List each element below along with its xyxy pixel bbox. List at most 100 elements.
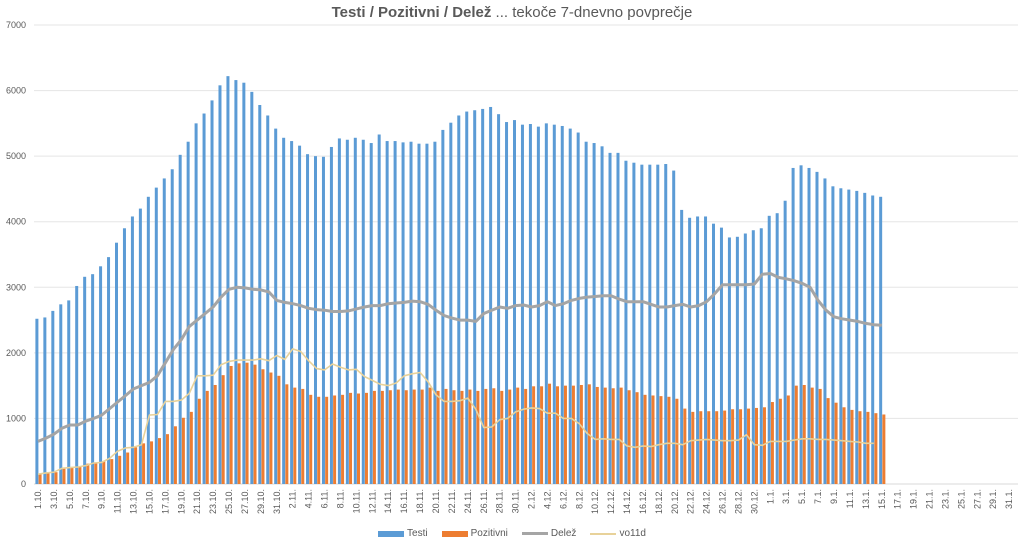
bar-testi bbox=[632, 162, 636, 484]
line-dele bbox=[37, 272, 882, 443]
bar-testi bbox=[672, 170, 676, 484]
bar-pozitivni bbox=[110, 459, 114, 484]
bar-pozitivni bbox=[94, 463, 98, 484]
bar-testi bbox=[457, 115, 461, 484]
x-tick-label: 23.1. bbox=[940, 489, 950, 509]
bar-pozitivni bbox=[516, 387, 520, 484]
bar-pozitivni bbox=[309, 394, 313, 484]
x-tick-label: 31.1. bbox=[1004, 489, 1014, 509]
bar-pozitivni bbox=[492, 388, 496, 484]
bar-pozitivni bbox=[404, 390, 408, 484]
bar-testi bbox=[528, 124, 532, 485]
bar-pozitivni bbox=[500, 390, 504, 484]
bar-pozitivni bbox=[643, 394, 647, 484]
x-tick-label: 5.10. bbox=[65, 489, 75, 509]
x-tick-label: 5.1. bbox=[797, 489, 807, 504]
x-tick-label: 8.11. bbox=[335, 489, 345, 508]
bar-pozitivni bbox=[755, 407, 758, 484]
bar-testi bbox=[194, 123, 198, 484]
bar-testi bbox=[608, 152, 612, 484]
x-tick-label: 19.10. bbox=[176, 489, 186, 514]
bar-pozitivni bbox=[842, 407, 846, 484]
bar-testi bbox=[600, 146, 604, 485]
bar-testi bbox=[59, 304, 63, 484]
bar-pozitivni bbox=[691, 411, 695, 484]
bar-pozitivni bbox=[126, 452, 130, 484]
bar-testi bbox=[735, 236, 739, 484]
legend-swatch-pozitivni bbox=[441, 530, 468, 537]
bar-testi bbox=[616, 152, 620, 484]
bar-testi bbox=[505, 122, 509, 484]
bar-pozitivni bbox=[866, 411, 870, 484]
x-tick-label: 6.11. bbox=[320, 489, 330, 508]
x-tick-label: 6.12. bbox=[558, 489, 568, 509]
bar-testi bbox=[138, 208, 142, 484]
bar-testi bbox=[266, 115, 270, 484]
bar-pozitivni bbox=[62, 468, 66, 484]
x-tick-label: 7.10. bbox=[81, 489, 91, 509]
y-tick-label: 1000 bbox=[6, 413, 26, 423]
bar-pozitivni bbox=[675, 398, 679, 484]
bar-testi bbox=[306, 154, 310, 484]
bar-pozitivni bbox=[524, 388, 528, 484]
bar-testi bbox=[417, 143, 421, 485]
bar-testi bbox=[624, 160, 628, 485]
x-tick-label: 21.10. bbox=[192, 489, 202, 514]
bar-pozitivni bbox=[794, 385, 798, 484]
bar-pozitivni bbox=[484, 388, 488, 484]
legend-swatch-delez bbox=[521, 532, 548, 535]
bar-testi bbox=[314, 156, 317, 484]
bar-testi bbox=[43, 317, 47, 484]
x-tick-label: 22.12. bbox=[686, 489, 696, 514]
legend-label-pozitivni: Pozitivni bbox=[470, 528, 508, 539]
bar-testi bbox=[489, 106, 493, 484]
bar-pozitivni bbox=[786, 395, 790, 484]
lines bbox=[37, 272, 882, 475]
bar-pozitivni bbox=[818, 388, 822, 484]
x-tick-label: 28.12. bbox=[733, 489, 743, 514]
legend: Testi Pozitivni Delež vo11d bbox=[0, 528, 1024, 539]
bar-testi bbox=[210, 100, 214, 485]
bar-pozitivni bbox=[118, 455, 122, 484]
bar-pozitivni bbox=[508, 389, 512, 484]
x-tick-label: 22.11. bbox=[447, 489, 457, 513]
bar-pozitivni bbox=[874, 413, 878, 484]
x-tick-label: 12.11. bbox=[367, 489, 377, 513]
x-tick-label: 3.1. bbox=[781, 489, 791, 504]
x-tick-label: 27.1. bbox=[972, 489, 982, 509]
x-tick-label: 9.10. bbox=[97, 489, 107, 509]
x-tick-label: 7.1. bbox=[813, 489, 823, 504]
bar-pozitivni bbox=[197, 398, 201, 484]
bar-testi bbox=[91, 274, 95, 484]
x-tick-label: 11.1. bbox=[845, 489, 855, 508]
y-tick-label: 3000 bbox=[6, 282, 26, 292]
x-tick-label: 20.11. bbox=[431, 489, 441, 513]
bar-pozitivni bbox=[325, 396, 329, 484]
x-tick-label: 17.10. bbox=[160, 489, 170, 514]
bar-pozitivni bbox=[460, 390, 464, 484]
bar-testi bbox=[234, 80, 238, 484]
bar-pozitivni bbox=[532, 386, 536, 484]
bar-pozitivni bbox=[826, 398, 830, 484]
bar-testi bbox=[568, 128, 572, 485]
x-tick-label: 24.11. bbox=[463, 489, 473, 513]
bar-testi bbox=[688, 217, 692, 484]
bar-testi bbox=[696, 216, 700, 484]
bar-pozitivni bbox=[165, 434, 169, 484]
bar-testi bbox=[719, 227, 723, 484]
x-tick-label: 25.1. bbox=[956, 489, 966, 509]
x-tick-label: 20.12. bbox=[670, 489, 680, 514]
bar-pozitivni bbox=[245, 362, 249, 484]
x-tick-label: 8.12. bbox=[574, 489, 584, 509]
x-tick-label: 2.12. bbox=[527, 489, 537, 509]
bar-pozitivni bbox=[221, 375, 225, 484]
bar-testi bbox=[879, 196, 883, 484]
bar-testi bbox=[441, 129, 445, 484]
bar-pozitivni bbox=[134, 447, 138, 484]
bar-pozitivni bbox=[770, 402, 774, 484]
bar-pozitivni bbox=[540, 386, 544, 484]
bar-pozitivni bbox=[699, 411, 703, 484]
bar-pozitivni bbox=[46, 472, 50, 484]
bar-pozitivni bbox=[444, 388, 448, 484]
bar-testi bbox=[815, 171, 819, 484]
